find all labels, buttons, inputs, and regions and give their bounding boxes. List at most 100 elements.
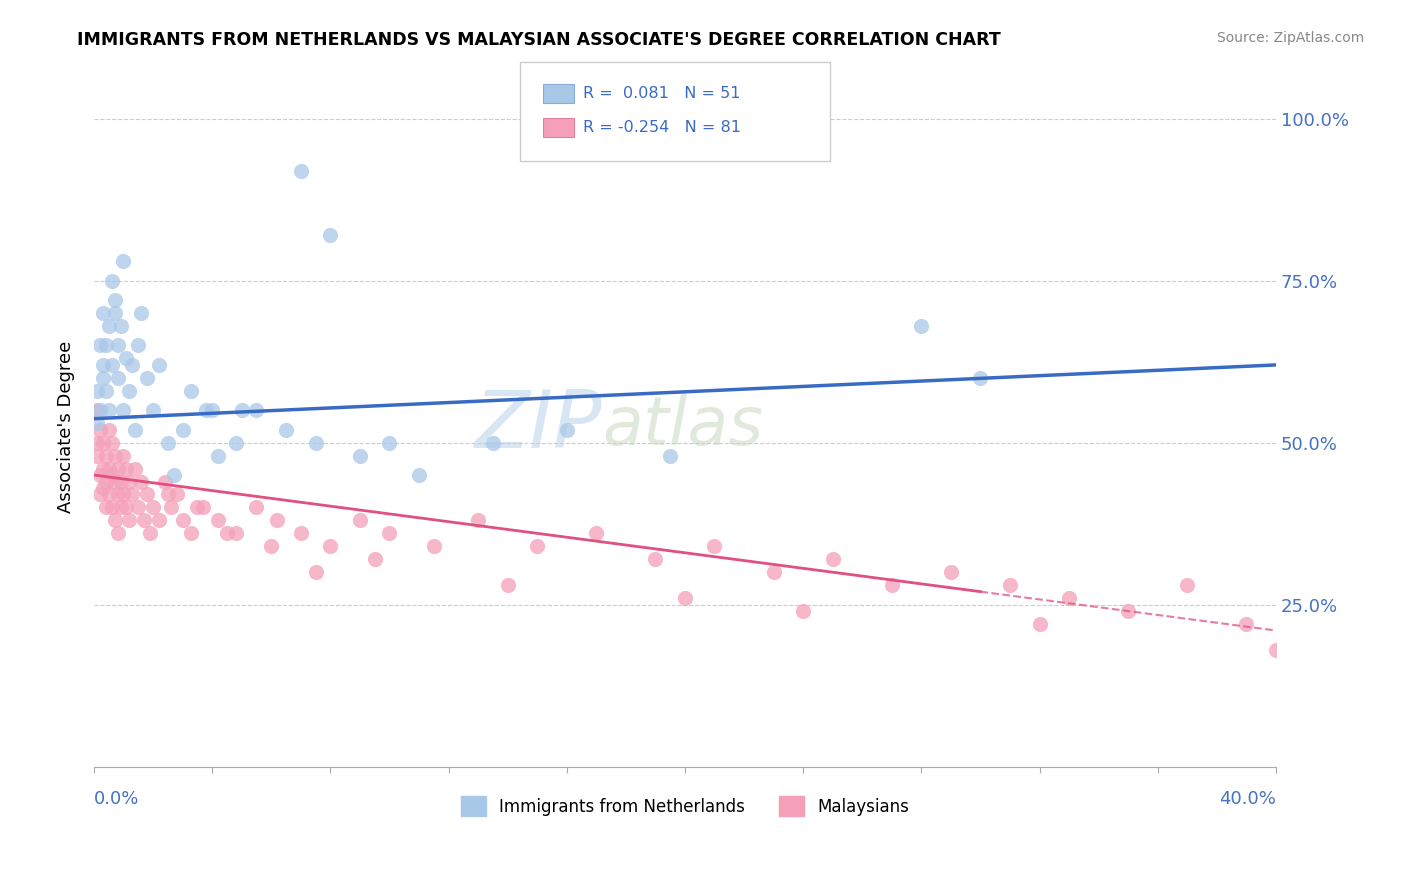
- Text: R = -0.254   N = 81: R = -0.254 N = 81: [583, 120, 741, 135]
- Point: [136, 371, 159, 385]
- Point: [644, 552, 666, 566]
- Point: [97, 403, 120, 417]
- Point: [231, 403, 253, 417]
- Point: [193, 500, 215, 515]
- Text: Source: ZipAtlas.com: Source: ZipAtlas.com: [1216, 31, 1364, 45]
- Text: atlas: atlas: [602, 393, 763, 459]
- Point: [104, 475, 127, 489]
- Point: [408, 468, 430, 483]
- Point: [201, 403, 224, 417]
- Point: [142, 500, 165, 515]
- Point: [124, 423, 146, 437]
- Point: [290, 163, 312, 178]
- Point: [659, 449, 682, 463]
- Point: [94, 384, 117, 398]
- Text: 0.0%: 0.0%: [94, 790, 139, 808]
- Point: [153, 475, 176, 489]
- Point: [112, 403, 135, 417]
- Point: [172, 513, 194, 527]
- Point: [89, 487, 111, 501]
- Point: [274, 423, 297, 437]
- Point: [172, 423, 194, 437]
- Point: [142, 403, 165, 417]
- Point: [139, 526, 162, 541]
- Point: [97, 487, 120, 501]
- Point: [526, 539, 548, 553]
- Point: [127, 338, 149, 352]
- Point: [910, 319, 932, 334]
- Point: [363, 552, 385, 566]
- Point: [89, 423, 111, 437]
- Point: [207, 449, 229, 463]
- Text: ZIP: ZIP: [475, 387, 602, 466]
- Point: [97, 461, 120, 475]
- Point: [94, 338, 117, 352]
- Point: [112, 449, 135, 463]
- Point: [89, 468, 111, 483]
- Point: [121, 487, 143, 501]
- Point: [585, 526, 607, 541]
- Point: [148, 513, 170, 527]
- Text: IMMIGRANTS FROM NETHERLANDS VS MALAYSIAN ASSOCIATE'S DEGREE CORRELATION CHART: IMMIGRANTS FROM NETHERLANDS VS MALAYSIAN…: [77, 31, 1001, 49]
- Point: [304, 435, 326, 450]
- Point: [1265, 643, 1288, 657]
- Text: 40.0%: 40.0%: [1219, 790, 1277, 808]
- Point: [94, 449, 117, 463]
- Text: R =  0.081   N = 51: R = 0.081 N = 51: [583, 87, 741, 101]
- Point: [998, 578, 1021, 592]
- Point: [304, 566, 326, 580]
- Point: [1175, 578, 1198, 592]
- Point: [104, 306, 127, 320]
- Point: [107, 338, 129, 352]
- Point: [129, 475, 152, 489]
- Point: [110, 500, 132, 515]
- Point: [118, 384, 141, 398]
- Point: [703, 539, 725, 553]
- Point: [349, 513, 371, 527]
- Point: [110, 319, 132, 334]
- Point: [939, 566, 962, 580]
- Point: [107, 461, 129, 475]
- Point: [86, 435, 108, 450]
- Point: [1028, 617, 1050, 632]
- Point: [104, 293, 127, 307]
- Point: [86, 403, 108, 417]
- Point: [100, 274, 122, 288]
- Point: [91, 306, 114, 320]
- Point: [482, 435, 505, 450]
- Point: [1116, 604, 1139, 618]
- Point: [104, 513, 127, 527]
- Point: [91, 481, 114, 495]
- Point: [118, 475, 141, 489]
- Point: [115, 500, 138, 515]
- Point: [86, 449, 108, 463]
- Point: [97, 423, 120, 437]
- Point: [225, 435, 247, 450]
- Point: [127, 500, 149, 515]
- Point: [100, 500, 122, 515]
- Point: [496, 578, 519, 592]
- Point: [245, 403, 267, 417]
- Point: [266, 513, 288, 527]
- Point: [86, 384, 108, 398]
- Point: [186, 500, 208, 515]
- Point: [107, 371, 129, 385]
- Point: [378, 526, 401, 541]
- Point: [89, 338, 111, 352]
- Point: [134, 513, 156, 527]
- Point: [91, 461, 114, 475]
- Point: [349, 449, 371, 463]
- Point: [94, 475, 117, 489]
- Point: [91, 435, 114, 450]
- Legend: Immigrants from Netherlands, Malaysians: Immigrants from Netherlands, Malaysians: [454, 789, 915, 822]
- Point: [100, 435, 122, 450]
- Point: [290, 526, 312, 541]
- Point: [110, 475, 132, 489]
- Point: [207, 513, 229, 527]
- Point: [118, 513, 141, 527]
- Point: [880, 578, 903, 592]
- Y-axis label: Associate's Degree: Associate's Degree: [58, 341, 75, 513]
- Point: [166, 487, 188, 501]
- Point: [423, 539, 446, 553]
- Point: [225, 526, 247, 541]
